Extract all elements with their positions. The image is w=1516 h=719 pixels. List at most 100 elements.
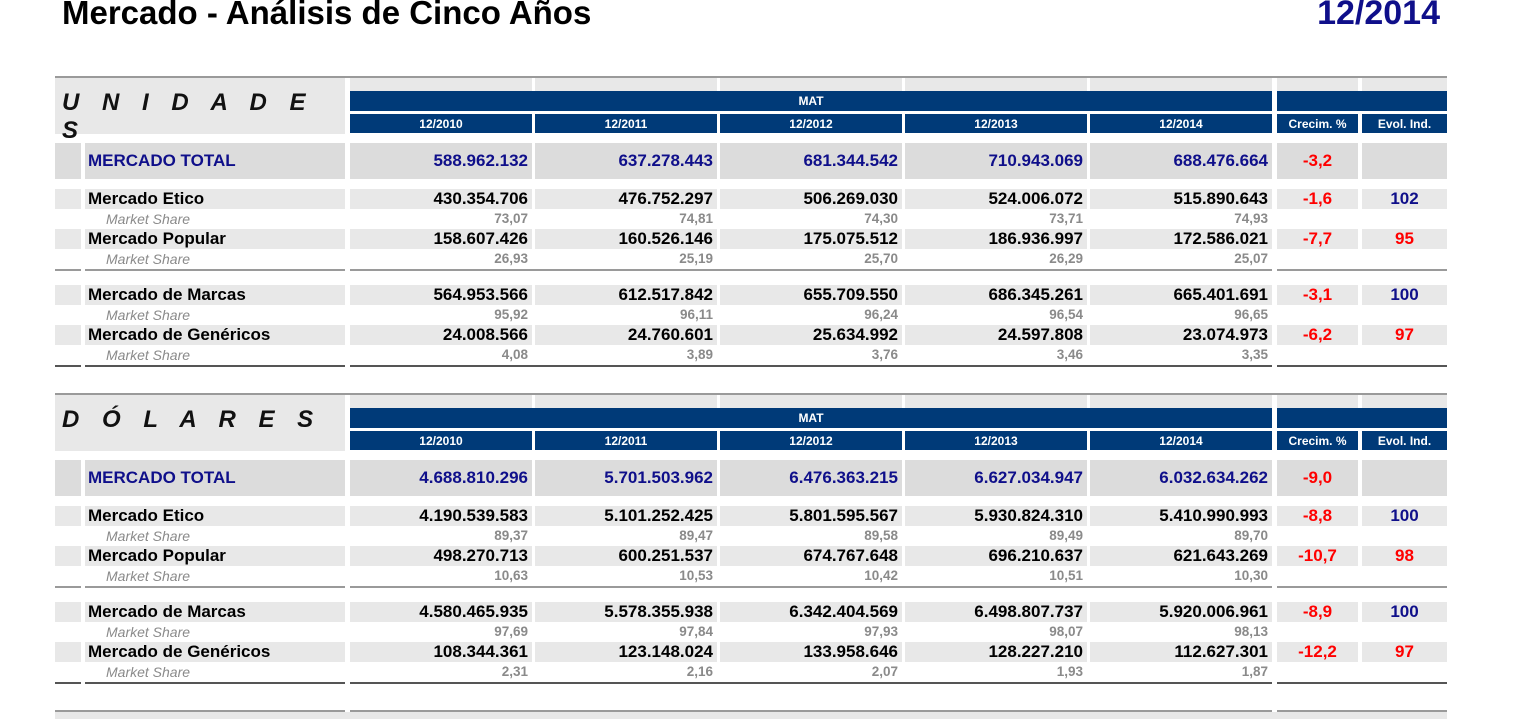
year-header: 12/2010 — [350, 431, 532, 450]
market-share-value: 74,30 — [864, 211, 898, 226]
market-share-label: Market Share — [106, 624, 191, 640]
row-label: Mercado Etico — [85, 189, 345, 209]
header-spacer — [1362, 78, 1447, 91]
mat-header: MAT — [350, 91, 1272, 111]
total-growth: -3,2 — [1277, 143, 1358, 179]
group-rule — [350, 586, 1272, 588]
row-value: 175.075.512 — [720, 229, 902, 249]
total-value: 637.278.443 — [535, 143, 717, 179]
row-label: Mercado de Genéricos — [85, 325, 345, 345]
market-share-value: 26,29 — [1049, 251, 1083, 266]
row-value: 476.752.297 — [535, 189, 717, 209]
market-share-label: Market Share — [106, 347, 191, 363]
group-rule — [1277, 365, 1447, 367]
section-top-rule — [55, 393, 1447, 395]
market-share-value: 89,47 — [679, 528, 713, 543]
header-spacer — [350, 395, 532, 408]
row-stub — [55, 189, 81, 209]
market-share-label: Market Share — [106, 528, 191, 544]
row-value: 23.074.973 — [1090, 325, 1272, 345]
market-share-value: 95,92 — [494, 307, 528, 322]
total-value: 6.476.363.215 — [720, 460, 902, 496]
row-value: 186.936.997 — [905, 229, 1087, 249]
header-spacer — [535, 395, 717, 408]
total-value: 588.962.132 — [350, 143, 532, 179]
row-value: 133.958.646 — [720, 642, 902, 662]
header-spacer — [1277, 78, 1358, 91]
evol-index: 102 — [1362, 189, 1447, 209]
market-share-value: 98,13 — [1234, 624, 1268, 639]
growth-value: -1,6 — [1277, 189, 1358, 209]
row-value: 108.344.361 — [350, 642, 532, 662]
section-top-rule — [350, 710, 1272, 712]
evol-index: 100 — [1362, 285, 1447, 305]
row-value: 123.148.024 — [535, 642, 717, 662]
row-value: 5.578.355.938 — [535, 602, 717, 622]
market-share-value: 89,37 — [494, 528, 528, 543]
growth-value: -12,2 — [1277, 642, 1358, 662]
header-spacer — [1090, 78, 1272, 91]
group-rule — [55, 682, 81, 684]
market-share-value: 98,07 — [1049, 624, 1083, 639]
row-value: 686.345.261 — [905, 285, 1087, 305]
row-label: Mercado Popular — [85, 546, 345, 566]
evol-index: 100 — [1362, 506, 1447, 526]
market-share-value: 25,70 — [864, 251, 898, 266]
row-value: 112.627.301 — [1090, 642, 1272, 662]
row-stub — [55, 229, 81, 249]
row-value: 24.760.601 — [535, 325, 717, 345]
market-share-value: 74,93 — [1234, 211, 1268, 226]
market-share-value: 3,89 — [686, 347, 713, 362]
total-value: 5.701.503.962 — [535, 460, 717, 496]
row-stub — [55, 325, 81, 345]
group-rule — [85, 365, 345, 367]
row-value: 5.410.990.993 — [1090, 506, 1272, 526]
header-spacer — [905, 395, 1087, 408]
row-stub — [55, 285, 81, 305]
header-spacer — [1277, 395, 1358, 408]
section-top-rule — [55, 76, 1447, 78]
group-rule — [85, 269, 345, 271]
evol-header: Evol. Ind. — [1362, 114, 1447, 133]
row-stub — [55, 642, 81, 662]
year-header: 12/2013 — [905, 431, 1087, 450]
report-title: Mercado - Análisis de Cinco Años — [62, 0, 592, 31]
year-header: 12/2010 — [350, 114, 532, 133]
growth-value: -8,8 — [1277, 506, 1358, 526]
row-value: 6.342.404.569 — [720, 602, 902, 622]
row-value: 160.526.146 — [535, 229, 717, 249]
row-value: 25.634.992 — [720, 325, 902, 345]
market-share-value: 10,42 — [864, 568, 898, 583]
market-share-value: 1,87 — [1241, 664, 1268, 679]
growth-value: -7,7 — [1277, 229, 1358, 249]
total-label: MERCADO TOTAL — [85, 143, 345, 179]
evol-header: Evol. Ind. — [1362, 431, 1447, 450]
row-stub — [55, 602, 81, 622]
row-value: 564.953.566 — [350, 285, 532, 305]
growth-header-band — [1277, 408, 1447, 428]
total-evol — [1362, 143, 1447, 179]
section-label-box — [55, 712, 1447, 719]
market-share-value: 74,81 — [679, 211, 713, 226]
market-share-label: Market Share — [106, 251, 191, 267]
row-value: 5.801.595.567 — [720, 506, 902, 526]
row-label: Mercado de Genéricos — [85, 642, 345, 662]
row-label: Mercado de Marcas — [85, 602, 345, 622]
row-value: 5.920.006.961 — [1090, 602, 1272, 622]
growth-value: -6,2 — [1277, 325, 1358, 345]
row-value: 128.227.210 — [905, 642, 1087, 662]
market-share-label: Market Share — [106, 307, 191, 323]
group-rule — [1277, 682, 1447, 684]
market-share-value: 96,54 — [1049, 307, 1083, 322]
row-value: 24.008.566 — [350, 325, 532, 345]
section-top-rule — [55, 710, 345, 712]
row-value: 612.517.842 — [535, 285, 717, 305]
row-value: 524.006.072 — [905, 189, 1087, 209]
growth-value: -10,7 — [1277, 546, 1358, 566]
row-value: 4.190.539.583 — [350, 506, 532, 526]
group-rule — [350, 682, 1272, 684]
row-label: Mercado Etico — [85, 506, 345, 526]
market-share-value: 96,11 — [679, 307, 713, 322]
row-value: 4.580.465.935 — [350, 602, 532, 622]
header-spacer — [905, 78, 1087, 91]
